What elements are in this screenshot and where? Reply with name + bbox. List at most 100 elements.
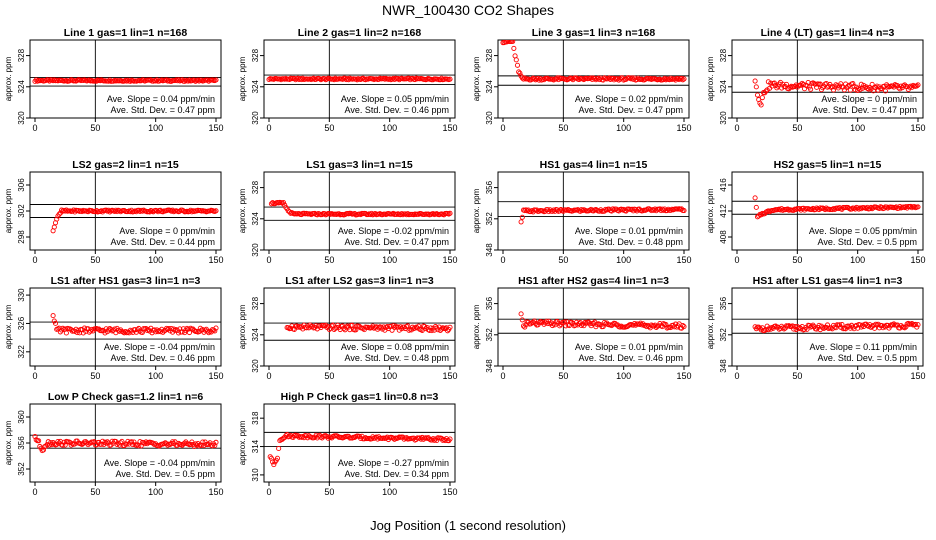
x-tick-label: 0 [266, 255, 271, 265]
data-point [332, 75, 338, 81]
data-point [180, 208, 186, 214]
data-point [377, 211, 383, 217]
data-point [903, 324, 909, 330]
x-tick-label: 50 [90, 123, 100, 133]
data-point [589, 76, 595, 83]
data-point [196, 78, 202, 84]
data-point [406, 75, 412, 81]
data-point [758, 102, 764, 108]
slope-annotation: Ave. Slope = 0 ppm/min [119, 226, 215, 236]
data-point [908, 83, 914, 89]
data-point [271, 76, 277, 82]
y-tick-label: 360 [17, 410, 26, 424]
data-point [660, 207, 667, 213]
data-point [213, 325, 219, 331]
data-point [857, 86, 863, 93]
data-point [447, 210, 453, 216]
data-point [870, 205, 876, 211]
x-tick-label: 50 [90, 255, 100, 265]
data-point [909, 205, 915, 211]
data-point [98, 208, 104, 214]
data-point [325, 435, 331, 441]
x-tick-label: 0 [500, 255, 505, 265]
data-point [67, 78, 73, 84]
y-tick-label: 324 [485, 80, 494, 94]
data-point [147, 209, 153, 215]
x-tick-label: 50 [324, 487, 334, 497]
data-point [520, 76, 527, 82]
chart-title: LS1 after LS2 gas=3 lin=1 n=3 [285, 275, 434, 287]
data-point [885, 322, 891, 329]
std-dev-annotation: Ave. Std. Dev. = 0.48 ppm [579, 237, 683, 247]
data-point [680, 322, 686, 329]
data-point [610, 206, 616, 212]
data-point [847, 87, 853, 93]
data-point [155, 329, 161, 335]
std-dev-annotation: Ave. Std. Dev. = 0.5 ppm [818, 353, 917, 363]
chart-title: Line 4 (LT) gas=1 lin=4 n=3 [761, 27, 895, 39]
data-point [835, 206, 841, 212]
data-point [358, 76, 364, 82]
data-point [321, 76, 328, 82]
x-tick-label: 100 [148, 371, 163, 381]
y-axis-label: approx. ppm [4, 188, 13, 233]
data-point [390, 75, 396, 81]
y-tick-label: 324 [251, 328, 260, 342]
data-point [554, 207, 560, 213]
data-point [881, 205, 887, 211]
data-point [131, 439, 137, 445]
data-point [856, 85, 862, 91]
slope-annotation: Ave. Slope = 0.01 ppm/min [575, 342, 683, 352]
data-point [588, 75, 594, 81]
chart-panel-8: HS2 gas=5 lin=1 n=15 0 50 100 150 408 412 416 ap… [706, 159, 926, 265]
x-tick-label: 150 [208, 123, 223, 133]
chart-panel-5: LS2 gas=2 lin=1 n=15 0 50 100 150 298 302 306 ap… [4, 159, 224, 265]
data-points [284, 322, 453, 334]
x-tick-label: 0 [32, 371, 37, 381]
x-tick-label: 0 [32, 123, 37, 133]
data-point [185, 78, 191, 84]
y-tick-label: 356 [485, 296, 494, 310]
data-point [314, 212, 320, 218]
chart-panel-10: LS1 after LS2 gas=3 lin=1 n=3 0 50 100 150 32… [238, 275, 458, 381]
data-point [808, 86, 814, 92]
chart-title: LS1 after HS1 gas=3 lin=1 n=3 [51, 275, 201, 287]
data-point [130, 442, 136, 448]
data-point [300, 434, 306, 440]
data-point [51, 441, 57, 447]
data-point [576, 76, 582, 83]
slope-annotation: Ave. Slope = 0.08 ppm/min [341, 342, 449, 352]
data-point [311, 75, 317, 81]
data-point [406, 327, 412, 333]
data-point [629, 75, 635, 81]
data-point [915, 204, 921, 210]
data-point [578, 322, 584, 329]
data-point [660, 76, 667, 83]
slope-annotation: Ave. Slope = -0.04 ppm/min [104, 458, 215, 468]
data-point [636, 321, 642, 327]
y-axis-label: approx. ppm [4, 56, 13, 101]
chart-panel-9: LS1 after HS1 gas=3 lin=1 n=3 0 50 100 150 32… [4, 275, 224, 381]
std-dev-annotation: Ave. Std. Dev. = 0.46 ppm [345, 105, 449, 115]
data-point [447, 324, 453, 330]
chart-panel-6: LS1 gas=3 lin=1 n=15 0 50 100 150 320 324 328 ap… [238, 159, 458, 265]
data-point [822, 206, 828, 213]
data-point [283, 432, 289, 439]
data-point [405, 211, 411, 217]
data-point [266, 76, 272, 83]
y-tick-label: 348 [485, 359, 494, 373]
data-point [536, 320, 542, 326]
data-point [665, 206, 671, 212]
data-point [592, 76, 598, 82]
data-point [529, 76, 535, 82]
data-point [845, 83, 851, 89]
data-point [837, 322, 843, 328]
slope-annotation: Ave. Slope = 0.05 ppm/min [809, 226, 917, 236]
data-point [280, 199, 287, 206]
x-tick-label: 150 [442, 487, 457, 497]
x-tick-label: 50 [792, 255, 802, 265]
data-point [680, 77, 686, 83]
data-point [525, 76, 531, 82]
data-point [159, 77, 165, 83]
y-axis-label: approx. ppm [706, 304, 715, 349]
